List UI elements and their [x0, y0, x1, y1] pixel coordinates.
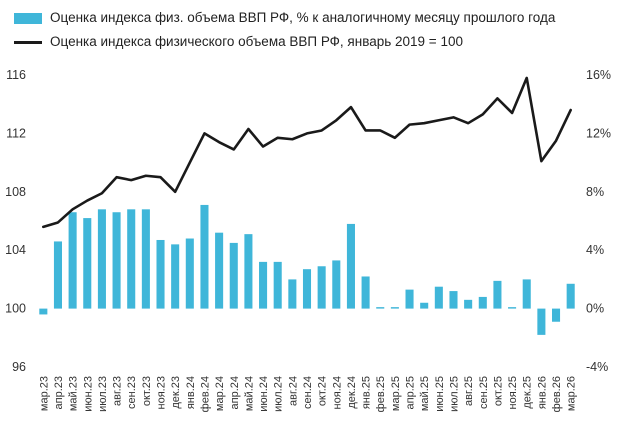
y-left-tick-label: 108	[5, 185, 26, 199]
y-left-tick-label: 116	[6, 68, 26, 82]
x-tick-label: июл.23	[97, 376, 109, 412]
bar	[390, 307, 399, 309]
bar	[376, 307, 385, 309]
bar	[127, 209, 136, 309]
x-tick-label: окт.23	[141, 376, 153, 406]
legend-swatch-line	[14, 40, 42, 44]
bar	[346, 223, 355, 309]
x-tick-label: ноя.24	[331, 376, 343, 409]
y-left-tick-label: 100	[5, 302, 26, 316]
bar	[552, 308, 561, 322]
bar	[141, 209, 150, 309]
bar	[171, 244, 180, 309]
y-left-tick-label: 112	[6, 126, 26, 140]
x-tick-label: авг.25	[463, 376, 475, 406]
x-tick-label: май.23	[68, 376, 80, 411]
x-tick-label: дек.23	[170, 376, 182, 409]
y-right-tick-label: 4%	[586, 243, 604, 257]
y-right-tick-label: 16%	[586, 68, 611, 82]
bar	[302, 269, 312, 309]
x-tick-label: фев.25	[375, 376, 387, 412]
y-right-tick-label: 12%	[586, 126, 611, 140]
legend-label-bars: Оценка индекса физ. объема ВВП РФ, % к а…	[50, 10, 556, 25]
x-tick-label: июн.24	[258, 376, 270, 412]
bar	[185, 238, 194, 309]
y-right-tick-label: 0%	[586, 302, 604, 316]
y-left-tick-label: 96	[12, 360, 26, 374]
x-tick-label: фев.24	[199, 376, 211, 412]
x-tick-label: авг.24	[287, 376, 299, 406]
x-tick-label: июл.25	[448, 376, 460, 412]
series-line	[42, 76, 572, 229]
x-tick-label: ноя.25	[507, 376, 519, 409]
x-tick-label: окт.24	[317, 376, 329, 406]
bar	[317, 266, 326, 309]
x-tick-label: мар.24	[214, 376, 226, 411]
bar	[420, 302, 429, 309]
x-tick-label: сен.23	[126, 376, 138, 409]
bar	[244, 234, 253, 309]
x-tick-label: июн.23	[82, 376, 94, 412]
x-tick-label: дек.24	[346, 376, 358, 409]
bar	[537, 308, 546, 335]
x-tick-label: май.25	[419, 376, 431, 411]
bar	[200, 204, 209, 309]
bar	[97, 209, 106, 309]
x-tick-label: апр.23	[53, 376, 65, 409]
bar	[53, 241, 62, 309]
bar	[273, 261, 282, 309]
x-tick-label: мар.23	[38, 376, 50, 411]
bar	[449, 291, 458, 309]
bar	[522, 279, 531, 309]
bar	[39, 308, 48, 315]
bar	[288, 279, 297, 309]
bar	[508, 307, 517, 309]
x-tick-label: сен.24	[302, 376, 314, 409]
y-right-tick-label: 8%	[586, 185, 604, 199]
x-tick-label: фев.26	[551, 376, 563, 412]
bar	[405, 289, 414, 309]
x-tick-label: янв.26	[536, 376, 548, 409]
bar	[434, 286, 443, 309]
legend-item-line: Оценка индекса физического объема ВВП РФ…	[14, 30, 555, 54]
bar	[361, 276, 370, 309]
bar	[493, 280, 502, 309]
x-tick-label: мар.25	[390, 376, 402, 411]
x-tick-label: янв.24	[185, 376, 197, 409]
bar	[259, 261, 268, 309]
bar	[478, 296, 487, 309]
bar	[229, 242, 238, 309]
x-tick-label: янв.25	[361, 376, 373, 409]
legend-label-line: Оценка индекса физического объема ВВП РФ…	[50, 34, 463, 49]
bar	[83, 218, 92, 309]
bar	[332, 260, 341, 309]
legend-swatch-bars	[14, 12, 42, 24]
bar	[68, 212, 77, 309]
x-tick-label: авг.23	[112, 376, 124, 406]
x-tick-label: июл.24	[273, 376, 285, 412]
x-tick-label: июн.25	[434, 376, 446, 412]
bar	[112, 212, 121, 309]
legend-item-bars: Оценка индекса физ. объема ВВП РФ, % к а…	[14, 6, 555, 30]
x-tick-label: дек.25	[522, 376, 534, 409]
y-right-tick-label: -4%	[586, 360, 608, 374]
bar	[464, 299, 473, 309]
legend: Оценка индекса физ. объема ВВП РФ, % к а…	[14, 6, 555, 54]
x-tick-label: мар.26	[566, 376, 578, 411]
x-tick-label: апр.25	[405, 376, 417, 409]
x-tick-label: ноя.23	[156, 376, 168, 409]
x-tick-label: окт.25	[492, 376, 504, 406]
bar	[215, 232, 224, 309]
bar	[156, 239, 165, 309]
y-left-tick-label: 104	[5, 243, 26, 257]
x-tick-label: май.24	[243, 376, 255, 411]
bar	[566, 283, 575, 309]
x-tick-label: апр.24	[229, 376, 241, 409]
x-tick-label: сен.25	[478, 376, 490, 409]
